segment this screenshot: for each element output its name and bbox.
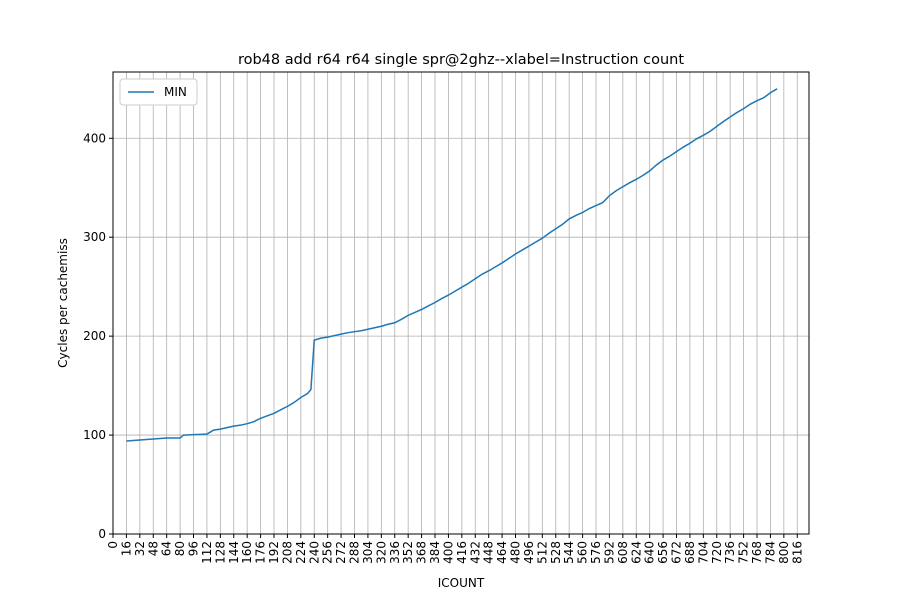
- y-tick-label: 0: [98, 527, 106, 541]
- legend-label: MIN: [164, 85, 187, 99]
- legend-box: [119, 78, 198, 106]
- x-tick-label: 160: [240, 541, 254, 564]
- x-axis-label: ICOUNT: [438, 576, 485, 590]
- y-tick-label: 400: [83, 131, 106, 145]
- x-tick-label: 368: [415, 541, 429, 564]
- x-tick-label: 624: [629, 541, 643, 564]
- x-tick-label: 32: [133, 541, 147, 556]
- x-tick-label: 384: [428, 541, 442, 564]
- x-tick-label: 288: [348, 541, 362, 564]
- x-tick-label: 128: [213, 541, 227, 564]
- x-tick-label: 512: [535, 541, 549, 564]
- x-tick-label: 16: [119, 541, 133, 556]
- x-tick-label: 704: [696, 541, 710, 564]
- x-tick-label: 208: [280, 541, 294, 564]
- x-tick-label: 400: [441, 541, 455, 564]
- x-tick-label: 320: [374, 541, 388, 564]
- x-tick-label: 80: [173, 541, 187, 556]
- x-tick-label: 576: [589, 541, 603, 564]
- x-tick-label: 272: [334, 541, 348, 564]
- x-tick-label: 336: [388, 541, 402, 564]
- y-tick-label: 100: [83, 428, 106, 442]
- y-tick-label: 300: [83, 230, 106, 244]
- x-tick-label: 48: [146, 541, 160, 556]
- x-tick-label: 784: [763, 541, 777, 564]
- x-tick-label: 304: [361, 541, 375, 564]
- x-tick-label: 640: [643, 541, 657, 564]
- x-tick-label: 448: [482, 541, 496, 564]
- x-tick-label: 240: [307, 541, 321, 564]
- chart-title: rob48 add r64 r64 single spr@2ghz--xlabe…: [238, 52, 684, 68]
- x-tick-label: 560: [576, 541, 590, 564]
- x-tick-label: 592: [602, 541, 616, 564]
- x-tick-label: 224: [294, 541, 308, 564]
- x-tick-label: 720: [710, 541, 724, 564]
- x-tick-label: 768: [750, 541, 764, 564]
- x-tick-label: 464: [495, 541, 509, 564]
- x-tick-label: 752: [737, 541, 751, 564]
- line-series: [126, 88, 778, 442]
- x-tick-label: 96: [187, 541, 201, 556]
- x-tick-label: 800: [777, 541, 791, 564]
- x-tick-label: 112: [200, 541, 214, 564]
- x-tick-label: 688: [683, 541, 697, 564]
- x-tick-label: 64: [160, 541, 174, 556]
- y-axis-label: Cycles per cachemiss: [56, 238, 70, 368]
- x-tick-label: 176: [254, 541, 268, 564]
- x-tick-label: 608: [616, 541, 630, 564]
- x-tick-label: 544: [562, 541, 576, 564]
- x-tick-label: 192: [267, 541, 281, 564]
- x-tick-label: 672: [670, 541, 684, 564]
- x-tick-label: 432: [468, 541, 482, 564]
- x-tick-label: 656: [656, 541, 670, 564]
- x-tick-label: 416: [455, 541, 469, 564]
- x-tick-label: 816: [790, 541, 804, 564]
- x-tick-label: 144: [227, 541, 241, 564]
- x-tick-label: 736: [723, 541, 737, 564]
- x-tick-label: 352: [401, 541, 415, 564]
- plot-frame: [112, 71, 810, 535]
- x-tick-label: 0: [106, 541, 120, 549]
- x-tick-label: 528: [549, 541, 563, 564]
- x-tick-label: 256: [321, 541, 335, 564]
- x-tick-label: 480: [509, 541, 523, 564]
- x-tick-label: 496: [522, 541, 536, 564]
- y-tick-label: 200: [83, 329, 106, 343]
